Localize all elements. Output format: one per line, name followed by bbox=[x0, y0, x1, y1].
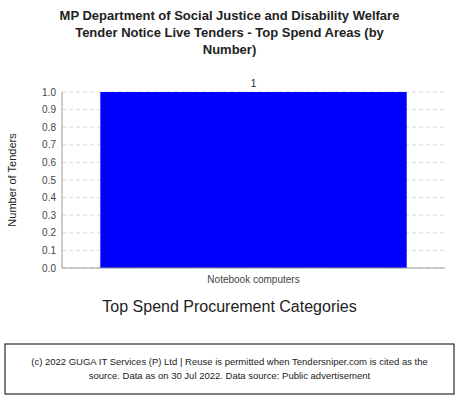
y-tick-label: 1.0 bbox=[42, 87, 56, 98]
grid bbox=[62, 92, 445, 268]
y-tick-label: 0.5 bbox=[42, 175, 56, 186]
y-tick-label: 0.0 bbox=[42, 263, 56, 274]
y-axis bbox=[62, 92, 63, 268]
y-tick-label: 0.9 bbox=[42, 104, 56, 115]
x-axis-label: Top Spend Procurement Categories bbox=[102, 298, 356, 315]
text-line: Tender Notice Live Tenders - Top Spend A… bbox=[75, 25, 384, 40]
y-tick-label: 0.6 bbox=[42, 157, 56, 168]
y-tick-label: 0.2 bbox=[42, 227, 56, 238]
grid-line bbox=[62, 268, 445, 269]
text-line: source. Data as on 30 Jul 2022. Data sou… bbox=[89, 370, 371, 381]
footer-box bbox=[5, 344, 454, 394]
y-axis-label: Number of Tenders bbox=[6, 133, 18, 227]
y-tick-label: 0.3 bbox=[42, 210, 56, 221]
text-line: Number) bbox=[203, 42, 256, 57]
title: MP Department of Social Justice and Disa… bbox=[60, 8, 400, 57]
x-axis bbox=[62, 268, 445, 269]
y-tick-label: 0.4 bbox=[42, 192, 56, 203]
y-tick-label: 0.1 bbox=[42, 245, 56, 256]
chart: MP Department of Social Justice and Disa… bbox=[0, 0, 459, 400]
text-line: (c) 2022 GUGA IT Services (P) Ltd | Reus… bbox=[31, 356, 428, 367]
bar bbox=[100, 92, 406, 268]
y-tick-label: 0.8 bbox=[42, 122, 56, 133]
footer: (c) 2022 GUGA IT Services (P) Ltd | Reus… bbox=[31, 356, 428, 381]
x-tick-label: Notebook computers bbox=[207, 274, 299, 285]
y-tick-label: 0.7 bbox=[42, 139, 56, 150]
text-line: MP Department of Social Justice and Disa… bbox=[60, 8, 400, 23]
data-label: 1 bbox=[251, 78, 257, 89]
